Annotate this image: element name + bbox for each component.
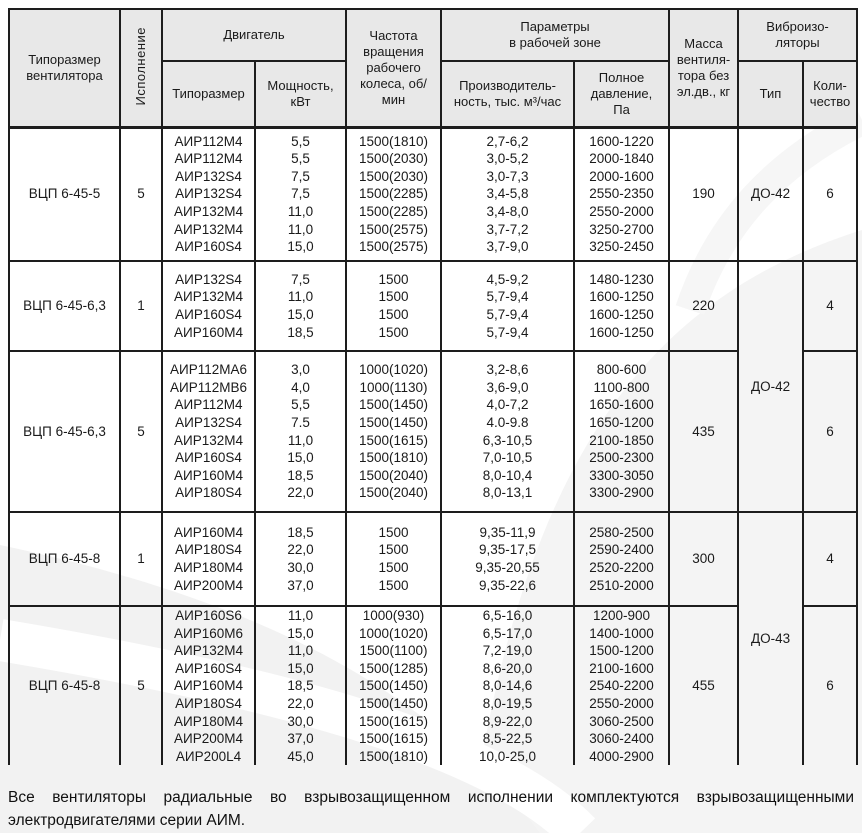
pressure-cell: 2580-2500 2590-2400 2520-2200 2510-2000 — [572, 511, 671, 607]
speed-cell: 1500 1500 1500 1500 — [345, 511, 442, 607]
capacity-cell: 6,5-16,0 6,5-17,0 7,2-19,0 8,6-20,0 8,0-… — [440, 604, 575, 766]
execution-cell: 1 — [119, 260, 163, 352]
speed-cell: 1500 1500 1500 1500 — [345, 260, 442, 352]
motor-type-cell: АИР112МА6 АИР112МВ6 АИР112М4 АИР132S4 АИ… — [161, 350, 256, 513]
table-row: ВЦП 6-45-6,3 5 АИР112МА6 АИР112МВ6 АИР112М… — [8, 350, 859, 513]
table-row: ВЦП 6-45-8 5 АИР160S6 АИР160М6 АИР132М4 АИ… — [8, 604, 859, 766]
fan-type-cell: ВЦП 6-45-8 — [8, 604, 121, 766]
header-vibro-qty: Коли- чество — [802, 60, 859, 129]
footnote: Все вентиляторы радиальные во взрывозащи… — [8, 786, 854, 832]
motor-power-cell: 18,5 22,0 30,0 37,0 — [254, 511, 347, 607]
fan-type-cell: ВЦП 6-45-6,3 — [8, 350, 121, 513]
motor-type-cell: АИР160М4 АИР180S4 АИР180М4 АИР200М4 — [161, 511, 256, 607]
speed-cell: 1000(930) 1000(1020) 1500(1100) 1500(128… — [345, 604, 442, 766]
table-row: ВЦП 6-45-5 5 АИР112М4 АИР112М4 АИР132S4 АИ… — [8, 126, 859, 262]
table-row: ВЦП 6-45-6,3 1 АИР132S4 АИР132М4 АИР160S4 … — [8, 260, 859, 513]
header-capacity: Производитель- ность, тыс. м³/час — [440, 60, 575, 129]
vibro-qty-cell: 4 — [802, 260, 859, 352]
execution-cell: 5 — [119, 126, 163, 262]
fan-type-cell: ВЦП 6-45-6,3 — [8, 260, 121, 352]
motor-type-cell: АИР132S4 АИР132М4 АИР160S4 АИР160М4 — [161, 260, 256, 352]
fan-spec-table: Типоразмер вентилятора Исполнение Двигат… — [8, 8, 859, 766]
motor-power-cell: 11,0 15,0 11,0 15,0 18,5 22,0 30,0 37,0 … — [254, 604, 347, 766]
vibro-type-cell: ДО-42 — [737, 260, 805, 513]
mass-cell: 435 — [668, 350, 740, 513]
speed-cell: 1500(1810) 1500(2030) 1500(2030) 1500(22… — [345, 126, 442, 262]
fan-type-cell: ВЦП 6-45-5 — [8, 126, 121, 262]
fan-type-cell: ВЦП 6-45-8 — [8, 511, 121, 607]
vibro-qty-cell: 6 — [802, 126, 859, 262]
header-params-group: Параметры в рабочей зоне — [439, 8, 671, 62]
footnote-line-1: Все вентиляторы радиальные во взрывозащи… — [8, 789, 854, 806]
capacity-cell: 9,35-11,9 9,35-17,5 9,35-20,55 9,35-22,6 — [440, 511, 575, 607]
pressure-cell: 800-600 1100-800 1650-1600 1650-1200 210… — [572, 350, 671, 513]
header-fan-type: Типоразмер вентилятора — [8, 8, 121, 129]
pressure-cell: 1600-1220 2000-1840 2000-1600 2550-2350 … — [572, 126, 671, 262]
header-execution: Исполнение — [119, 8, 163, 129]
capacity-cell: 3,2-8,6 3,6-9,0 4,0-7,2 4.0-9.8 6,3-10,5… — [440, 350, 575, 513]
vibro-qty-cell: 6 — [802, 350, 859, 513]
mass-cell: 300 — [668, 511, 740, 607]
execution-vertical-label: Исполнение — [133, 26, 148, 106]
motor-power-cell: 3,0 4,0 5,5 7.5 11,0 15,0 18,5 22,0 — [254, 350, 347, 513]
execution-cell: 5 — [119, 604, 163, 766]
header-motor-group: Двигатель — [161, 8, 347, 62]
header-motor-power: Мощность, кВт — [254, 60, 347, 129]
speed-cell: 1000(1020) 1000(1130) 1500(1450) 1500(14… — [345, 350, 442, 513]
motor-power-cell: 7,5 11,0 15,0 18,5 — [254, 260, 347, 352]
header-vibro-type: Тип — [737, 60, 805, 129]
pressure-cell: 1480-1230 1600-1250 1600-1250 1600-1250 — [572, 260, 671, 352]
execution-cell: 1 — [119, 511, 163, 607]
mass-cell: 455 — [668, 604, 740, 766]
vibro-type-cell: ДО-42 — [737, 126, 805, 262]
motor-type-cell: АИР160S6 АИР160М6 АИР132М4 АИР160S4 АИР1… — [161, 604, 256, 766]
footnote-line-2: электродвигателями серии АИМ. — [8, 812, 246, 829]
table-row: ВЦП 6-45-8 1 АИР160М4 АИР180S4 АИР180М4 АИ… — [8, 510, 859, 766]
capacity-cell: 4,5-9,2 5,7-9,4 5,7-9,4 5,7-9,4 — [440, 260, 575, 352]
mass-cell: 190 — [668, 126, 740, 262]
header-vibro-group: Виброизо- ляторы — [737, 8, 859, 62]
vibro-qty-cell: 4 — [802, 511, 859, 607]
header-pressure: Полное давление, Па — [572, 60, 671, 129]
header-speed: Частота вращения рабочего колеса, об/ ми… — [345, 8, 442, 129]
vibro-qty-cell: 6 — [802, 604, 859, 766]
vibro-type-cell: ДО-43 — [737, 510, 805, 766]
header-motor-type: Типоразмер — [161, 60, 256, 129]
capacity-cell: 2,7-6,2 3,0-5,2 3,0-7,3 3,4-5,8 3,4-8,0 … — [440, 126, 575, 262]
execution-cell: 5 — [119, 350, 163, 513]
header-mass: Масса вентиля- тора без эл.дв., кг — [668, 8, 740, 129]
motor-power-cell: 5,5 5,5 7,5 7,5 11,0 11,0 15,0 — [254, 126, 347, 262]
pressure-cell: 1200-900 1400-1000 1500-1200 2100-1600 2… — [572, 604, 671, 766]
motor-type-cell: АИР112М4 АИР112М4 АИР132S4 АИР132S4 АИР1… — [161, 126, 256, 262]
mass-cell: 220 — [668, 260, 740, 352]
